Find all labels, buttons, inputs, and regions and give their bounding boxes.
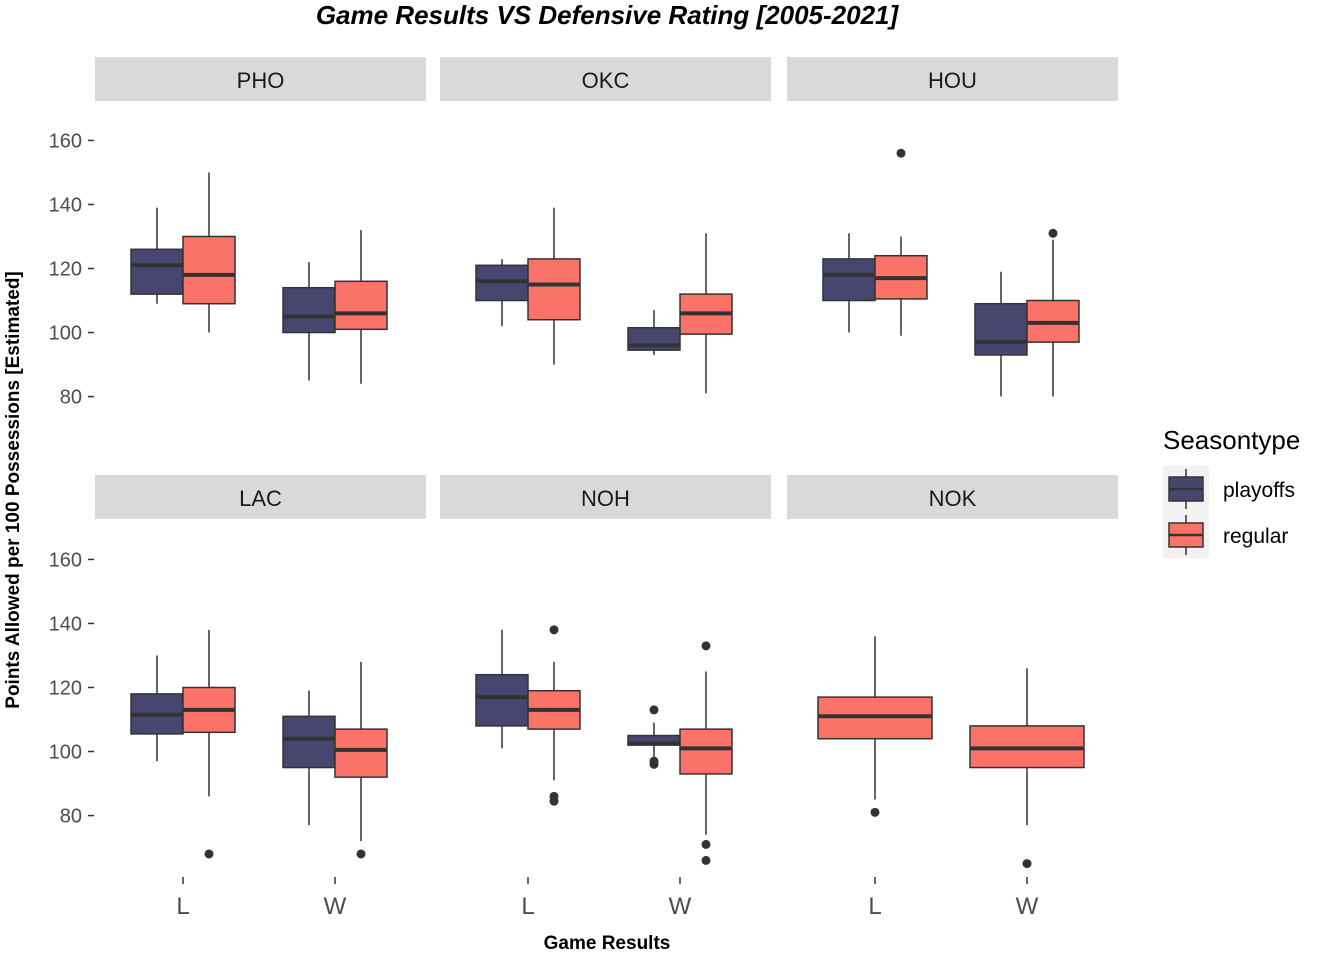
legend-title: Seasontype bbox=[1163, 425, 1300, 455]
outlier-point bbox=[649, 705, 659, 715]
outlier-point bbox=[701, 855, 711, 865]
x-tick-label: L bbox=[176, 893, 189, 920]
legend-label: playoffs bbox=[1223, 479, 1295, 502]
box-w-playoffs bbox=[627, 705, 681, 769]
y-tick-label: 140 bbox=[49, 194, 82, 216]
y-tick-label: 80 bbox=[60, 806, 82, 828]
y-tick-label: 140 bbox=[49, 613, 82, 635]
box-w-playoffs bbox=[627, 310, 681, 355]
x-tick-label: L bbox=[868, 893, 881, 920]
box-body bbox=[679, 728, 733, 775]
y-tick-label: 80 bbox=[60, 387, 82, 409]
facet-label: LAC bbox=[239, 486, 282, 511]
box-l-regular bbox=[182, 172, 236, 333]
box-body bbox=[334, 728, 388, 778]
x-tick-label: W bbox=[1016, 893, 1039, 920]
box-w-playoffs bbox=[282, 690, 336, 826]
y-tick-label: 100 bbox=[49, 323, 82, 345]
outlier-point bbox=[356, 849, 366, 859]
outlier-point bbox=[1022, 859, 1032, 869]
box-body bbox=[282, 715, 336, 769]
box-body bbox=[822, 258, 876, 302]
panel-hou: HOU bbox=[787, 57, 1118, 397]
box-body bbox=[182, 235, 236, 305]
legend: Seasontype playoffs regular bbox=[1163, 425, 1300, 558]
facet-strip bbox=[787, 475, 1118, 519]
x-axis-title: Game Results bbox=[544, 933, 671, 954]
legend-item-playoffs: playoffs bbox=[1163, 466, 1295, 512]
box-l-playoffs bbox=[130, 207, 184, 304]
facet-panels: PHO OKC HOU LAC NOH NOK bbox=[95, 57, 1118, 869]
box-w-playoffs bbox=[974, 271, 1028, 397]
panel-lac: LAC bbox=[95, 475, 426, 859]
facet-strip bbox=[440, 475, 771, 519]
box-l-regular bbox=[817, 636, 933, 817]
x-tick-label: L bbox=[521, 893, 534, 920]
panel-nok: NOK bbox=[787, 475, 1118, 869]
facet-label: NOH bbox=[581, 486, 630, 511]
y-tick-label: 160 bbox=[49, 130, 82, 152]
box-l-regular bbox=[182, 629, 236, 859]
panel-okc: OKC bbox=[440, 57, 771, 394]
legend-label: regular bbox=[1223, 525, 1288, 548]
legend-item-regular: regular bbox=[1163, 512, 1288, 558]
outlier-point bbox=[649, 759, 659, 769]
outlier-point bbox=[549, 796, 559, 806]
box-body bbox=[974, 302, 1028, 356]
panel-noh: NOH bbox=[440, 475, 771, 865]
x-tick-label: W bbox=[669, 893, 692, 920]
outlier-point bbox=[549, 625, 559, 635]
box-l-playoffs bbox=[475, 258, 529, 327]
box-w-regular bbox=[334, 661, 388, 859]
panel-pho: PHO bbox=[95, 57, 426, 384]
box-l-regular bbox=[874, 148, 928, 336]
facet-label: NOK bbox=[929, 486, 977, 511]
box-w-regular bbox=[969, 668, 1085, 869]
x-tick-label: W bbox=[324, 893, 347, 920]
facet-strip bbox=[787, 57, 1118, 101]
box-w-regular bbox=[679, 641, 733, 865]
box-w-regular bbox=[679, 233, 733, 394]
outlier-point bbox=[1048, 228, 1058, 238]
box-l-regular bbox=[527, 207, 581, 365]
facet-strip bbox=[440, 57, 771, 101]
y-tick-label: 100 bbox=[49, 742, 82, 764]
facet-strip bbox=[95, 57, 426, 101]
facet-label: HOU bbox=[928, 68, 977, 93]
box-body bbox=[334, 280, 388, 331]
outlier-point bbox=[896, 148, 906, 158]
facet-label: PHO bbox=[237, 68, 285, 93]
y-axis-title: Points Allowed per 100 Possessions [Esti… bbox=[3, 271, 24, 708]
outlier-point bbox=[870, 807, 880, 817]
y-tick-label: 120 bbox=[49, 677, 82, 699]
y-tick-label: 160 bbox=[49, 549, 82, 571]
box-w-regular bbox=[1026, 228, 1080, 397]
outlier-point bbox=[204, 849, 214, 859]
box-body bbox=[282, 286, 336, 334]
box-l-playoffs bbox=[475, 629, 529, 749]
box-w-playoffs bbox=[282, 262, 336, 381]
box-body bbox=[130, 248, 184, 295]
box-body bbox=[475, 673, 529, 727]
y-axes: 80 100 120 140 160 80 100 120 140 160 bbox=[49, 130, 94, 828]
box-w-regular bbox=[334, 230, 388, 384]
box-l-regular bbox=[527, 625, 581, 806]
outlier-point bbox=[701, 839, 711, 849]
facet-strip bbox=[95, 475, 426, 519]
y-tick-label: 120 bbox=[49, 258, 82, 280]
box-l-playoffs bbox=[822, 233, 876, 333]
box-body bbox=[527, 258, 581, 321]
facet-label: OKC bbox=[582, 68, 630, 93]
box-l-playoffs bbox=[130, 655, 184, 762]
chart-title: Game Results VS Defensive Rating [2005-2… bbox=[316, 0, 900, 30]
outlier-point bbox=[701, 641, 711, 651]
